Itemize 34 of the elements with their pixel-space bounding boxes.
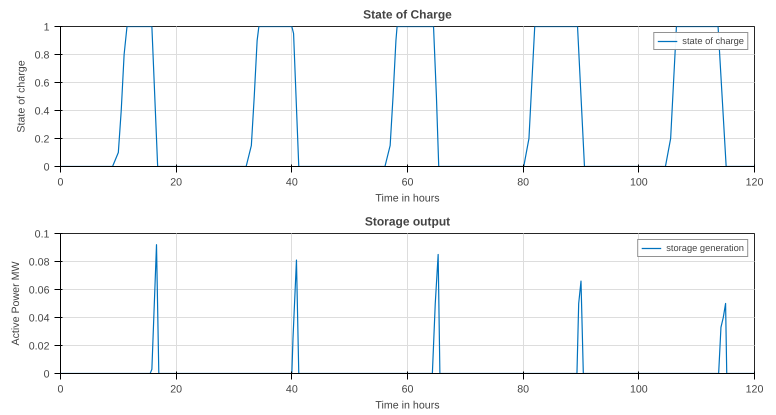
y-tick-label: 0.04 (28, 312, 50, 324)
y-tick-label: 0.02 (28, 340, 50, 352)
x-tick-label: 40 (286, 176, 298, 188)
x-tick-label: 20 (170, 176, 182, 188)
legend-label: storage generation (666, 243, 744, 253)
chart-title: Storage output (364, 214, 450, 228)
y-tick-label: 0.4 (34, 106, 50, 118)
x-tick-label: 100 (630, 384, 648, 396)
y-axis-title: State of charge (16, 60, 28, 133)
y-tick-label: 0.06 (28, 284, 50, 296)
y-tick-label: 0.6 (34, 78, 50, 90)
y-tick-label: 0 (44, 162, 50, 174)
x-axis-title: Time in hours (375, 192, 440, 204)
x-tick-label: 40 (286, 384, 298, 396)
y-tick-label: 0.2 (34, 134, 50, 146)
x-tick-label: 80 (517, 176, 530, 188)
x-tick-label: 60 (402, 384, 414, 396)
y-tick-label: 1 (44, 22, 50, 34)
y-axis-title: Active Power MW (10, 260, 22, 346)
x-tick-label: 100 (630, 176, 648, 188)
y-tick-label: 0 (44, 368, 50, 380)
y-tick-label: 0.08 (28, 256, 50, 268)
y-tick-label: 0.1 (34, 228, 50, 240)
legend-label: state of charge (682, 36, 744, 46)
x-tick-label: 0 (58, 384, 64, 396)
x-tick-label: 20 (170, 384, 182, 396)
x-tick-label: 80 (517, 384, 530, 396)
x-tick-label: 60 (402, 176, 414, 188)
x-tick-label: 120 (746, 176, 764, 188)
x-tick-label: 0 (58, 176, 64, 188)
x-tick-label: 120 (746, 384, 764, 396)
y-tick-label: 0.8 (34, 50, 50, 62)
x-axis-title: Time in hours (375, 400, 440, 412)
chart-title: State of Charge (363, 8, 452, 22)
